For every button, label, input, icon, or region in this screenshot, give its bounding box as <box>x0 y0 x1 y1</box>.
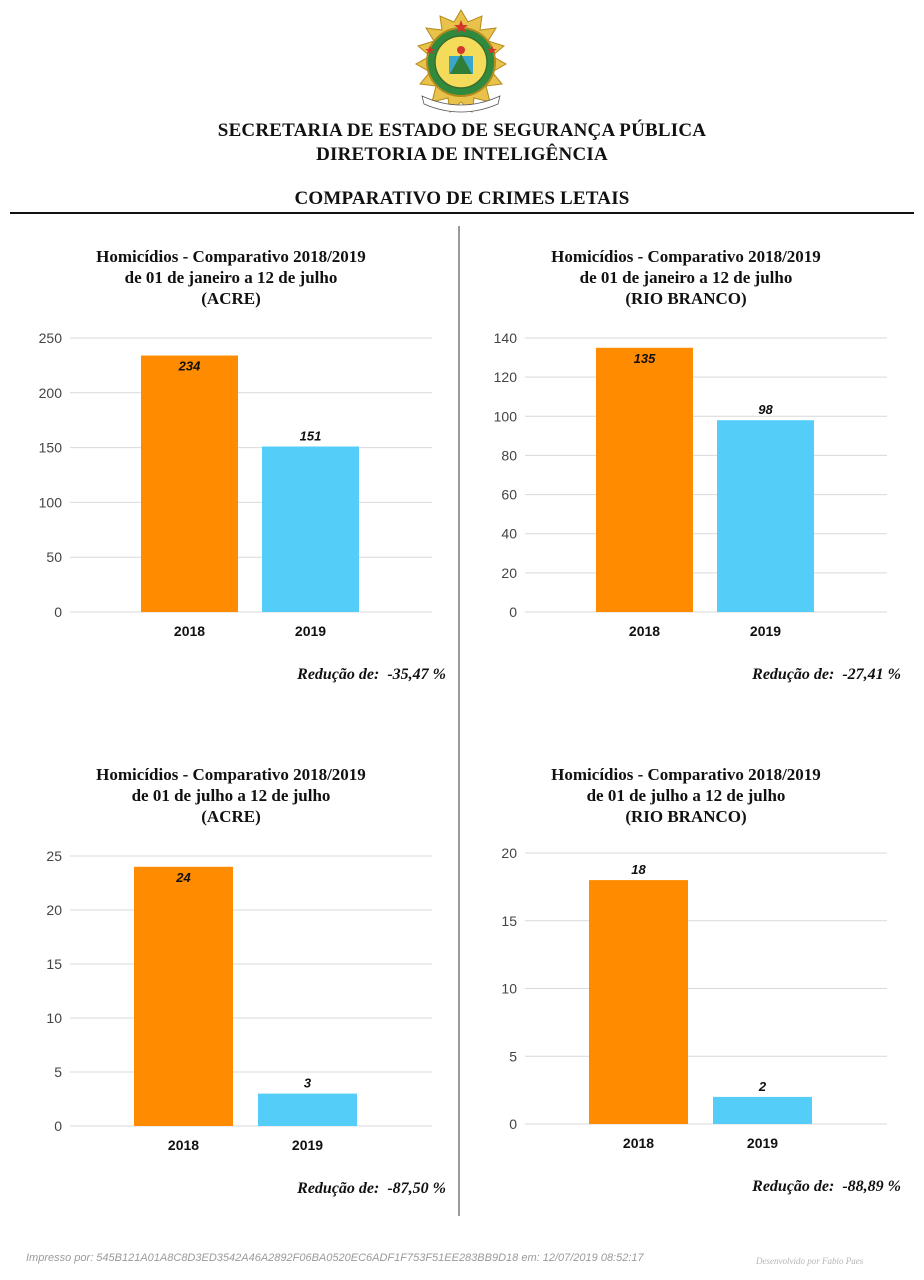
reduction-text: Redução de: -88,89 % <box>752 1178 901 1196</box>
x-tick-label: 2018 <box>629 623 660 639</box>
bar-2019 <box>258 1093 357 1126</box>
vertical-divider <box>458 226 460 1216</box>
x-tick-label: 2019 <box>295 623 326 639</box>
y-tick-label: 20 <box>501 565 517 581</box>
chart-title-line-3: (RIO BRANCO) <box>625 289 747 308</box>
chart-title-line-1: Homicídios - Comparativo 2018/2019 <box>551 247 821 266</box>
reduction-label: Redução de: <box>752 1178 835 1195</box>
y-tick-label: 10 <box>501 981 517 997</box>
bar-2018 <box>141 355 238 612</box>
y-tick-label: 15 <box>501 913 517 929</box>
developer-credit: Desenvolvido por Fabio Paes <box>756 1256 864 1266</box>
y-tick-label: 5 <box>54 1064 62 1080</box>
bar-2019 <box>713 1096 812 1124</box>
y-tick-label: 0 <box>54 1118 62 1134</box>
x-tick-label: 2018 <box>174 623 205 639</box>
x-tick-label: 2019 <box>747 1135 778 1151</box>
y-tick-label: 150 <box>39 440 63 456</box>
data-label: 151 <box>300 429 322 444</box>
data-label: 18 <box>631 862 646 877</box>
chart-title-line-1: Homicídios - Comparativo 2018/2019 <box>96 247 366 266</box>
y-tick-label: 20 <box>501 845 517 861</box>
data-label: 24 <box>175 870 191 885</box>
y-tick-label: 0 <box>54 604 62 620</box>
reduction-value: -88,89 % <box>842 1178 901 1195</box>
bar-2018 <box>134 866 233 1126</box>
y-tick-label: 5 <box>509 1048 517 1064</box>
data-label: 135 <box>634 351 656 366</box>
x-tick-label: 2019 <box>292 1137 323 1153</box>
acre-coat-of-arms-icon <box>414 9 508 114</box>
reduction-text: Redução de: -35,47 % <box>297 666 446 684</box>
chart-panel-acre-jul: Homicídios - Comparativo 2018/2019 de 01… <box>16 764 446 1244</box>
y-tick-label: 80 <box>501 447 517 463</box>
chart-title: Homicídios - Comparativo 2018/2019 de 01… <box>16 764 446 827</box>
y-tick-label: 120 <box>494 369 518 385</box>
bar-2019 <box>262 446 359 612</box>
bar-2018 <box>596 347 693 612</box>
bar-chart: 0 50 100 150 200 250 234 2018 151 2019 <box>39 330 432 639</box>
y-tick-label: 40 <box>501 526 517 542</box>
bar-chart: 0 5 10 15 20 25 24 2018 3 2019 <box>46 848 432 1153</box>
y-tick-label: 100 <box>39 494 63 510</box>
print-footer: Impresso por: 545B121A01A8C8D3ED3542A46A… <box>26 1252 644 1264</box>
chart-title-line-2: de 01 de janeiro a 12 de julho <box>579 268 793 287</box>
bar-2018 <box>589 880 688 1124</box>
chart-title: Homicídios - Comparativo 2018/2019 de 01… <box>16 246 446 309</box>
data-label: 3 <box>304 1076 312 1091</box>
y-tick-label: 25 <box>46 848 62 864</box>
data-label: 2 <box>758 1079 767 1094</box>
header-divider <box>10 212 914 214</box>
reduction-label: Redução de: <box>752 666 835 683</box>
reduction-label: Redução de: <box>297 666 380 683</box>
y-tick-label: 100 <box>494 408 518 424</box>
y-tick-label: 60 <box>501 487 517 503</box>
reduction-label: Redução de: <box>297 1180 380 1197</box>
chart-title-line-2: de 01 de janeiro a 12 de julho <box>124 268 338 287</box>
secretariat-name: SECRETARIA DE ESTADO DE SEGURANÇA PÚBLIC… <box>217 120 707 141</box>
data-label: 98 <box>758 402 773 417</box>
chart-title-line-2: de 01 de julho a 12 de julho <box>131 786 331 805</box>
y-tick-label: 15 <box>46 956 62 972</box>
chart-title-line-3: (RIO BRANCO) <box>625 807 747 826</box>
data-label: 234 <box>178 359 201 374</box>
x-tick-label: 2018 <box>623 1135 654 1151</box>
chart-title-line-1: Homicídios - Comparativo 2018/2019 <box>551 765 821 784</box>
reduction-text: Redução de: -87,50 % <box>297 1180 446 1198</box>
x-tick-label: 2018 <box>168 1137 199 1153</box>
chart-panel-riobranco-jul: Homicídios - Comparativo 2018/2019 de 01… <box>471 764 901 1244</box>
y-tick-label: 0 <box>509 1116 517 1132</box>
chart-title: Homicídios - Comparativo 2018/2019 de 01… <box>471 246 901 309</box>
reduction-text: Redução de: -27,41 % <box>752 666 901 684</box>
y-tick-label: 250 <box>39 330 63 346</box>
chart-title-line-3: (ACRE) <box>201 289 261 308</box>
chart-title-line-2: de 01 de julho a 12 de julho <box>586 786 786 805</box>
report-title: COMPARATIVO DE CRIMES LETAIS <box>294 188 630 209</box>
y-tick-label: 10 <box>46 1010 62 1026</box>
chart-panel-acre-jan-jul: Homicídios - Comparativo 2018/2019 de 01… <box>16 246 446 726</box>
y-tick-label: 200 <box>39 385 63 401</box>
x-tick-label: 2019 <box>750 623 781 639</box>
chart-title-line-3: (ACRE) <box>201 807 261 826</box>
reduction-value: -35,47 % <box>387 666 446 683</box>
bar-2019 <box>717 420 814 612</box>
y-tick-label: 0 <box>509 604 517 620</box>
chart-title-line-1: Homicídios - Comparativo 2018/2019 <box>96 765 366 784</box>
y-tick-label: 140 <box>494 330 518 346</box>
y-tick-label: 50 <box>46 549 62 565</box>
reduction-value: -87,50 % <box>387 1180 446 1197</box>
y-tick-label: 20 <box>46 902 62 918</box>
reduction-value: -27,41 % <box>842 666 901 683</box>
chart-panel-riobranco-jan-jul: Homicídios - Comparativo 2018/2019 de 01… <box>471 246 901 726</box>
directorate-name: DIRETORIA DE INTELIGÊNCIA <box>316 144 608 165</box>
chart-title: Homicídios - Comparativo 2018/2019 de 01… <box>471 764 901 827</box>
bar-chart: 0 20 40 60 80 100 120 140 135 2018 98 2019 <box>494 330 887 639</box>
